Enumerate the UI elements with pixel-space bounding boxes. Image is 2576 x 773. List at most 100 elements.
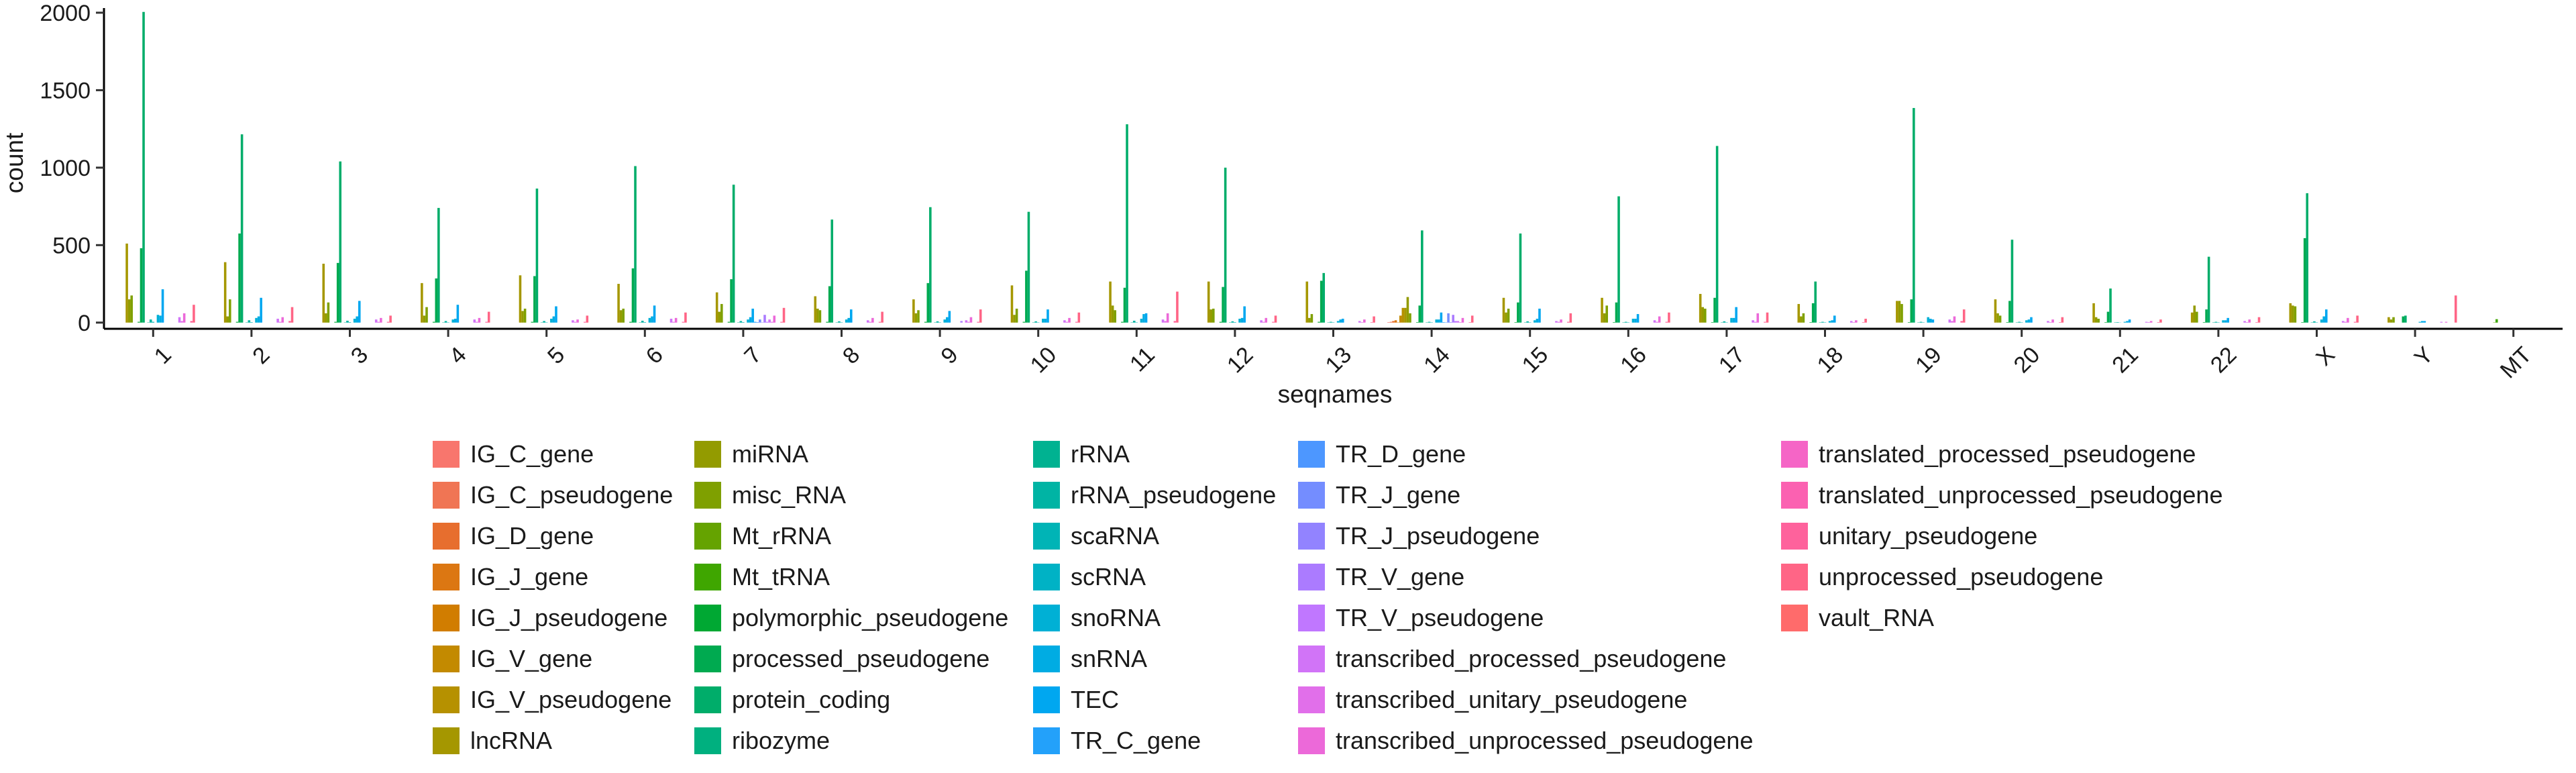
legend-item: IG_C_pseudogene	[433, 474, 694, 515]
legend-swatch	[1781, 522, 1808, 550]
legend-swatch	[694, 604, 721, 631]
bar-transcribed_unprocessed_pseudogene-15	[1560, 319, 1562, 323]
bar-transcribed_unprocessed_pseudogene-19	[1953, 316, 1956, 323]
bar-transcribed_unitary_pseudogene-10	[1065, 321, 1069, 323]
bar-misc_RNA-8	[818, 310, 822, 323]
y-tick-label: 0	[78, 311, 91, 336]
legend-label: miRNA	[732, 440, 808, 468]
legend-swatch	[1781, 563, 1808, 590]
bar-transcribed_unprocessed_pseudogene-5	[576, 319, 579, 323]
x-tick-label: 4	[444, 342, 471, 369]
bar-rRNA_pseudogene-13	[1330, 321, 1332, 323]
bar-lncRNA-9	[912, 299, 915, 323]
bar-rRNA_pseudogene-X	[2313, 321, 2316, 323]
bar-unitary_pseudogene-7	[780, 321, 783, 323]
bar-misc_RNA-22	[2196, 311, 2198, 323]
bar-protein_coding-11	[1126, 124, 1128, 323]
bar-lncRNA-19	[1896, 301, 1898, 323]
bar-misc_RNA-5	[523, 308, 527, 323]
bar-lncRNA-10	[1010, 285, 1014, 323]
bar-protein_coding-15	[1519, 233, 1522, 323]
bar-lncRNA-22	[2190, 312, 2194, 323]
bar-rRNA_pseudogene-18	[1821, 321, 1824, 323]
bar-transcribed_unitary_pseudogene-5	[574, 321, 577, 323]
bar-processed_pseudogene-X	[2303, 238, 2306, 323]
bar-miRNA-20	[1996, 313, 1999, 323]
bar-lncRNA-7	[715, 292, 718, 323]
legend-label: TR_D_gene	[1336, 440, 1466, 468]
bar-transcribed_processed_pseudogene-9	[965, 320, 968, 323]
bar-protein_coding-8	[830, 219, 834, 323]
bar-unprocessed_pseudogene-5	[586, 315, 589, 323]
x-tick-label: 6	[641, 342, 668, 369]
legend-item: translated_processed_pseudogene	[1781, 433, 2251, 474]
bar-snRNA-Y	[2421, 321, 2424, 323]
bar-lncRNA-13	[1305, 281, 1309, 323]
bar-unprocessed_pseudogene-2	[290, 307, 294, 323]
bar-snRNA-21	[2126, 321, 2129, 323]
legend-label: vault_RNA	[1819, 603, 1935, 631]
bar-miRNA-18	[1800, 316, 1803, 323]
legend-label: IG_J_pseudogene	[470, 603, 668, 631]
bar-TEC-21	[2128, 319, 2131, 323]
bar-misc_RNA-21	[2097, 318, 2100, 323]
legend-label: scaRNA	[1071, 521, 1160, 550]
bar-TEC-17	[1735, 307, 1737, 323]
legend-swatch	[1033, 440, 1060, 468]
bar-TEC-2	[260, 297, 262, 323]
y-tick-label: 2000	[40, 1, 91, 26]
bar-transcribed_unprocessed_pseudogene-11	[1166, 313, 1169, 323]
bar-lncRNA-Y	[2387, 317, 2390, 323]
x-tick-label: 17	[1714, 342, 1750, 378]
legend-swatch	[1033, 563, 1060, 590]
bar-transcribed_processed_pseudogene-4	[473, 319, 476, 323]
bar-snRNA-18	[1831, 320, 1833, 323]
bar-protein_coding-5	[535, 189, 539, 323]
bar-transcribed_unitary_pseudogene-7	[770, 321, 773, 323]
bar-TEC-12	[1243, 306, 1246, 323]
bar-unitary_pseudogene-11	[1173, 321, 1177, 323]
bar-processed_pseudogene-18	[1811, 303, 1815, 323]
legend-swatch	[694, 686, 721, 713]
bar-snoRNA-8	[845, 319, 848, 323]
bar-protein_coding-4	[437, 207, 440, 323]
legend-swatch	[1781, 604, 1808, 631]
bar-protein_coding-17	[1715, 146, 1719, 323]
bar-rRNA_pseudogene-17	[1723, 321, 1726, 323]
bar-transcribed_processed_pseudogene-8	[866, 320, 869, 323]
bar-misc_RNA-6	[622, 308, 625, 323]
legend-item: TR_J_pseudogene	[1298, 515, 1781, 556]
bar-miRNA-X	[2292, 305, 2294, 323]
bar-transcribed_unitary_pseudogene-16	[1656, 321, 1658, 323]
bar-processed_pseudogene-3	[336, 262, 339, 323]
bar-miRNA-5	[521, 311, 524, 323]
bar-transcribed_unprocessed_pseudogene-X	[2347, 317, 2349, 323]
legend-label: lncRNA	[470, 726, 553, 754]
bar-lncRNA-11	[1109, 281, 1112, 323]
bar-protein_coding-10	[1027, 211, 1030, 323]
legend-swatch	[1033, 645, 1060, 672]
bar-misc_RNA-4	[425, 307, 428, 323]
bar-protein_coding-9	[929, 207, 932, 323]
bar-snoRNA-20	[2025, 320, 2028, 323]
bar-miRNA-16	[1603, 313, 1606, 323]
bar-rRNA_pseudogene-7	[739, 321, 743, 323]
legend-label: TR_V_gene	[1336, 562, 1465, 590]
x-tick-label: 20	[2009, 342, 2045, 378]
bar-lncRNA-5	[519, 275, 522, 323]
bar-unprocessed_pseudogene-15	[1569, 313, 1572, 323]
bar-transcribed_unprocessed_pseudogene-6	[674, 317, 678, 323]
bar-snRNA-17	[1732, 317, 1735, 323]
bar-miRNA-21	[2094, 317, 2098, 323]
bar-processed_pseudogene-13	[1320, 280, 1323, 323]
bar-transcribed_unprocessed_pseudogene-4	[478, 317, 481, 323]
bar-miRNA-3	[325, 313, 327, 323]
bar-misc_RNA-9	[917, 310, 920, 323]
bar-transcribed_processed_pseudogene-21	[2145, 321, 2148, 323]
x-tick-label: 3	[346, 342, 373, 369]
bar-unitary_pseudogene-5	[583, 321, 586, 323]
bar-rRNA_pseudogene-2	[248, 320, 251, 323]
y-tick-label: 1000	[40, 156, 91, 181]
bar-miRNA-11	[1111, 305, 1114, 323]
bar-lncRNA-1	[125, 244, 128, 323]
